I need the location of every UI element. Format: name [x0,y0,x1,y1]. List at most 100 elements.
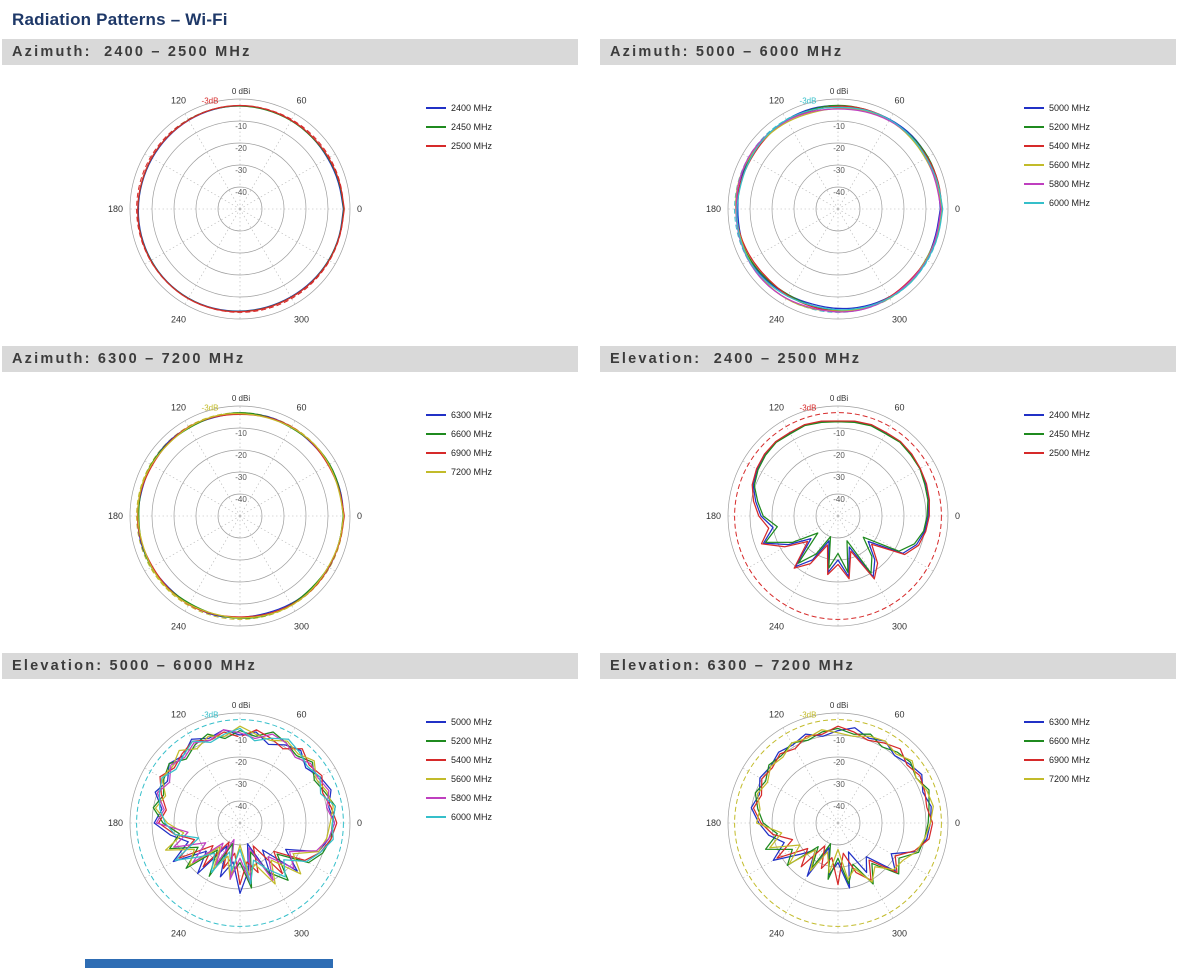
angle-tick-label: 60 [894,95,904,105]
r-tick-label: -10 [833,429,845,438]
r-tick-label: 0 dBi [232,87,250,96]
legend-label: 6900 MHz [1049,755,1091,765]
series-lines [136,412,345,619]
axis-labels: 0 dBi -10 -20 -30 -40 0 60 120 180 240 300 [108,86,362,325]
legend-label: 7200 MHz [1049,774,1091,784]
legend-item: 5800 MHz [426,793,512,803]
chart-area: 0 dBi -10 -20 -30 -40 0 60 120 180 240 300 -3dB 5000… [2,679,578,960]
ref-label: -3dB [800,711,817,720]
legend-line-swatch [1024,145,1044,147]
r-tick-label: -10 [833,122,845,131]
legend-line-swatch [426,126,446,128]
legend-label: 5600 MHz [1049,160,1091,170]
section: Azimuth: 2400 – 2500 MHz 0 dBi -10 -20 -30 -4… [2,39,578,346]
legend-line-swatch [1024,433,1044,435]
legend-line-swatch [1024,759,1044,761]
polar-chart: 0 dBi -10 -20 -30 -40 0 60 120 180 240 300 -3dB [108,86,362,325]
angle-tick-label: 0 [357,511,362,521]
r-tick-label: -20 [833,144,845,153]
legend: 2400 MHz 2450 MHz 2500 MHz [426,103,512,151]
legend-label: 2450 MHz [1049,429,1091,439]
section-header: Azimuth: 5000 – 6000 MHz [600,39,1176,65]
r-tick-label: 0 dBi [830,701,848,710]
polar-grid [129,405,351,627]
angle-tick-label: 180 [108,511,123,521]
polar-chart: 0 dBi -10 -20 -30 -40 0 60 120 180 240 300 -3dB [706,393,960,632]
legend-label: 6900 MHz [451,448,493,458]
r-tick-label: -10 [235,122,247,131]
angle-tick-label: 240 [769,929,784,939]
legend: 6300 MHz 6600 MHz 6900 MHz 7200 MHz [1024,717,1110,784]
legend-label: 5000 MHz [1049,103,1091,113]
angle-tick-label: 120 [769,402,784,412]
angle-tick-label: 120 [769,95,784,105]
legend-line-swatch [426,816,446,818]
legend-label: 5800 MHz [451,793,493,803]
r-tick-label: -10 [833,736,845,745]
r-tick-label: -20 [235,144,247,153]
r-tick-label: -40 [235,495,247,504]
series-line-6000-mhz [736,106,944,311]
r-tick-label: -30 [833,473,845,482]
r-tick-label: -40 [235,188,247,197]
legend-label: 5800 MHz [1049,179,1091,189]
legend-line-swatch [1024,740,1044,742]
angle-tick-label: 180 [108,204,123,214]
angle-tick-label: 0 [357,818,362,828]
axis-labels: 0 dBi -10 -20 -30 -40 0 60 120 180 240 300 [706,393,960,632]
legend-line-swatch [426,778,446,780]
legend-item: 5000 MHz [1024,103,1110,113]
ref-label: -3dB [202,404,219,413]
legend-label: 2400 MHz [1049,410,1091,420]
angle-tick-label: 180 [706,818,721,828]
angle-tick-label: 240 [769,622,784,632]
r-tick-label: -20 [833,451,845,460]
r-tick-label: -20 [235,451,247,460]
ref-circle [734,719,942,927]
angle-tick-label: 240 [769,315,784,325]
legend-label: 6600 MHz [451,429,493,439]
chart-area: 0 dBi -10 -20 -30 -40 0 60 120 180 240 300 -3dB 6300… [600,679,1176,960]
polar-grid [727,712,949,934]
legend-line-swatch [1024,721,1044,723]
legend-item: 6900 MHz [1024,755,1110,765]
r-tick-label: -30 [235,166,247,175]
legend-label: 2450 MHz [451,122,493,132]
series-lines [735,104,944,313]
legend-item: 6600 MHz [426,429,512,439]
legend-item: 6000 MHz [426,812,512,822]
legend-item: 5800 MHz [1024,179,1110,189]
r-tick-label: -30 [833,166,845,175]
legend-label: 5400 MHz [1049,141,1091,151]
series-line-6600-mhz [754,727,930,885]
legend-line-swatch [426,471,446,473]
legend-label: 7200 MHz [451,467,493,477]
section-header: Elevation: 6300 – 7200 MHz [600,653,1176,679]
legend-item: 2450 MHz [426,122,512,132]
legend-line-swatch [1024,183,1044,185]
polar-chart: 0 dBi -10 -20 -30 -40 0 60 120 180 240 300 -3dB [108,700,362,939]
series-line-2500-mhz [751,420,931,580]
legend-line-swatch [426,759,446,761]
section-header: Azimuth: 2400 – 2500 MHz [2,39,578,65]
legend-item: 7200 MHz [426,467,512,477]
angle-tick-label: 180 [706,204,721,214]
angle-tick-label: 120 [171,402,186,412]
angle-tick-label: 0 [357,204,362,214]
legend-item: 2450 MHz [1024,429,1110,439]
legend-label: 6300 MHz [451,410,493,420]
legend-line-swatch [1024,452,1044,454]
legend-label: 2500 MHz [1049,448,1091,458]
angle-tick-label: 240 [171,622,186,632]
angle-tick-label: 180 [706,511,721,521]
legend-label: 6600 MHz [1049,736,1091,746]
legend-line-swatch [1024,778,1044,780]
angle-tick-label: 300 [294,929,309,939]
series-lines [750,725,934,889]
legend-item: 6300 MHz [426,410,512,420]
angle-tick-label: 60 [894,709,904,719]
section: Elevation: 6300 – 7200 MHz 0 dBi -10 -20 -30… [600,653,1176,960]
r-tick-label: -20 [833,758,845,767]
ref-label: -3dB [800,404,817,413]
polar-grid [727,98,949,320]
